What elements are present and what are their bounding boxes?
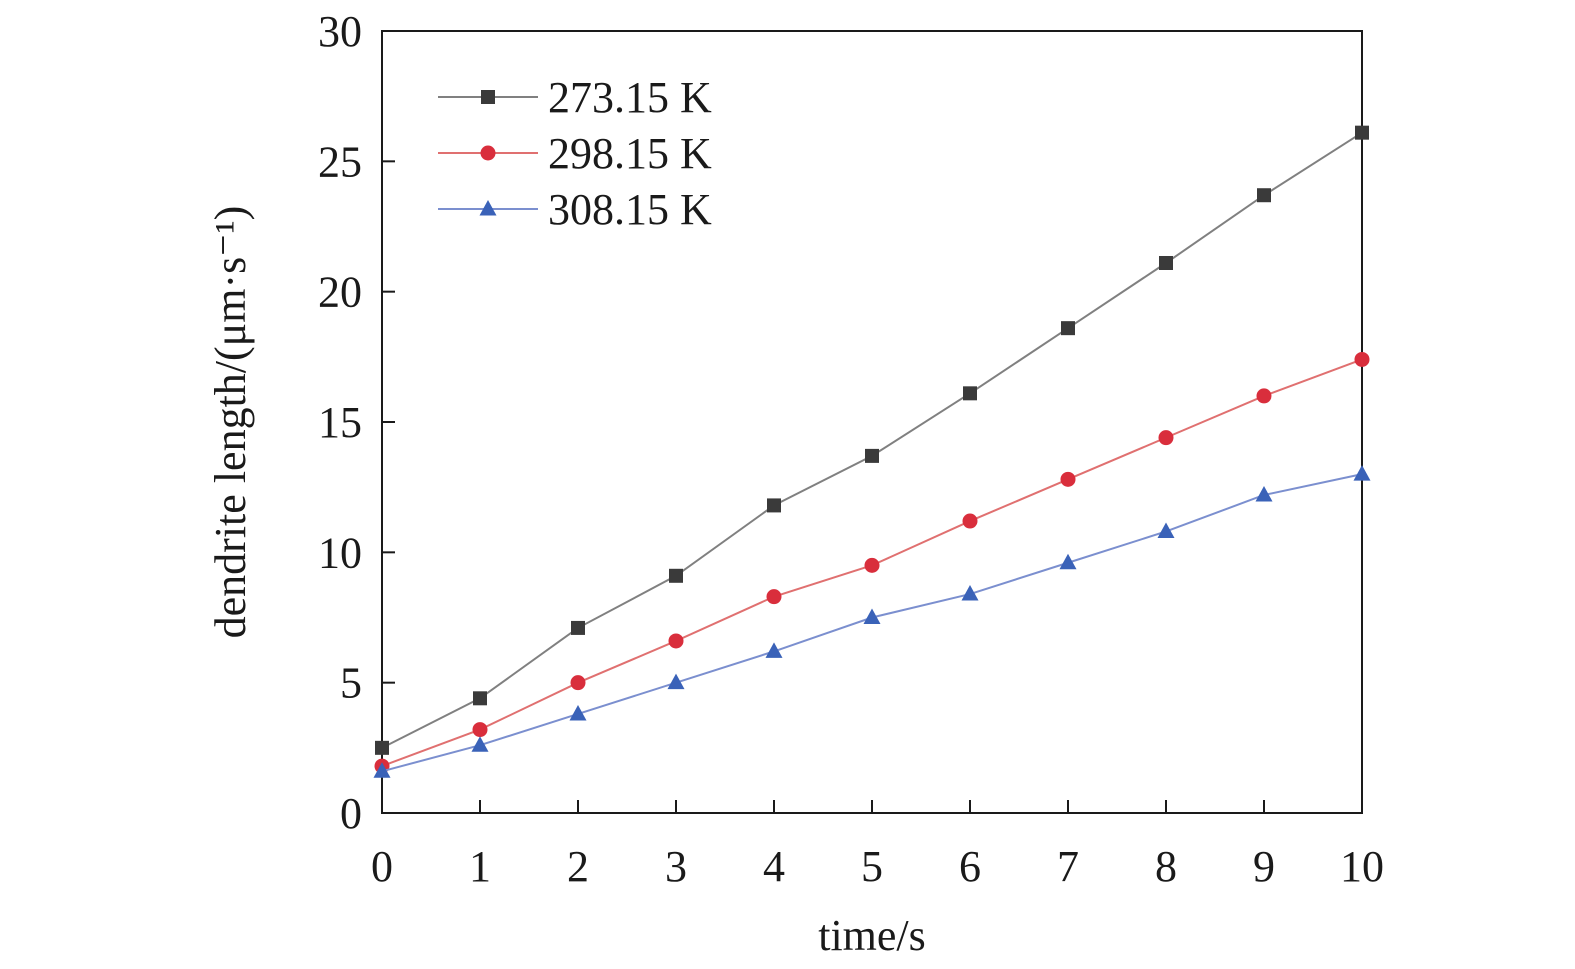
x-tick-label: 4	[763, 842, 785, 891]
data-point-square	[669, 568, 683, 583]
data-point-triangle	[1255, 485, 1273, 502]
data-point-triangle	[479, 200, 497, 216]
data-point-triangle	[569, 704, 587, 721]
legend-item: 308.15 K	[438, 185, 712, 234]
x-tick-label: 2	[567, 842, 589, 891]
data-point-circle	[1354, 351, 1370, 367]
legend-item: 273.15 K	[438, 73, 712, 122]
data-point-square	[1061, 321, 1075, 336]
data-point-square	[375, 740, 389, 755]
data-point-circle	[766, 589, 782, 605]
data-point-triangle	[765, 642, 783, 658]
data-point-circle	[1256, 388, 1272, 404]
data-point-square	[865, 448, 879, 463]
y-tick-label: 30	[318, 7, 362, 56]
data-point-triangle	[471, 736, 489, 752]
series-1	[374, 351, 1370, 774]
data-point-circle	[472, 722, 488, 738]
data-point-circle	[480, 145, 496, 161]
data-point-square	[963, 386, 977, 401]
data-point-triangle	[1353, 465, 1371, 481]
y-axis-title: dendrite length/(μm·s⁻¹)	[206, 206, 255, 639]
series-2	[373, 465, 1371, 778]
y-tick-label: 15	[318, 398, 362, 447]
data-point-circle	[962, 513, 978, 529]
data-point-square	[1159, 255, 1173, 270]
data-point-square	[473, 691, 487, 706]
data-point-square	[1257, 188, 1271, 203]
y-tick-label: 20	[318, 268, 362, 317]
data-point-square	[1355, 125, 1369, 140]
series-0	[375, 125, 1369, 755]
data-point-square	[481, 90, 495, 104]
x-axis-title: time/s	[818, 911, 926, 960]
data-point-circle	[570, 675, 586, 691]
data-point-circle	[1060, 471, 1076, 487]
series-line	[381, 131, 1363, 749]
x-tick-label: 6	[959, 842, 981, 891]
legend: 273.15 K 298.15 K 308.15 K	[438, 73, 712, 234]
data-point-square	[767, 498, 781, 513]
data-point-triangle	[1157, 522, 1175, 538]
data-point-circle	[864, 557, 880, 573]
legend-label: 298.15 K	[548, 129, 712, 178]
y-tick-label: 10	[318, 528, 362, 577]
x-tick-label: 0	[371, 842, 393, 891]
data-point-triangle	[373, 762, 391, 778]
legend-item: 298.15 K	[438, 129, 712, 178]
x-tick-label: 8	[1155, 842, 1177, 891]
data-point-circle	[668, 633, 684, 649]
y-tick-label: 25	[318, 137, 362, 186]
data-point-triangle	[863, 608, 881, 624]
data-point-triangle	[1059, 553, 1077, 570]
data-point-triangle	[961, 585, 979, 601]
x-tick-label: 1	[469, 842, 491, 891]
legend-label: 308.15 K	[548, 185, 712, 234]
series-layer	[373, 125, 1371, 778]
y-tick-label: 5	[340, 659, 362, 708]
axes: 0 1 2 3 4 5 6 7 8 9 10 0 5 10 15 20 25 30	[318, 7, 1384, 891]
x-tick-label: 7	[1057, 842, 1079, 891]
data-point-circle	[1158, 430, 1174, 446]
x-tick-label: 5	[861, 842, 883, 891]
x-tick-label: 3	[665, 842, 687, 891]
y-tick-label: 0	[340, 789, 362, 838]
legend-label: 273.15 K	[548, 73, 712, 122]
plot-frame	[381, 30, 1363, 814]
data-point-square	[571, 620, 585, 635]
data-point-triangle	[667, 673, 685, 690]
x-tick-label: 9	[1253, 842, 1275, 891]
x-tick-label: 10	[1340, 842, 1384, 891]
